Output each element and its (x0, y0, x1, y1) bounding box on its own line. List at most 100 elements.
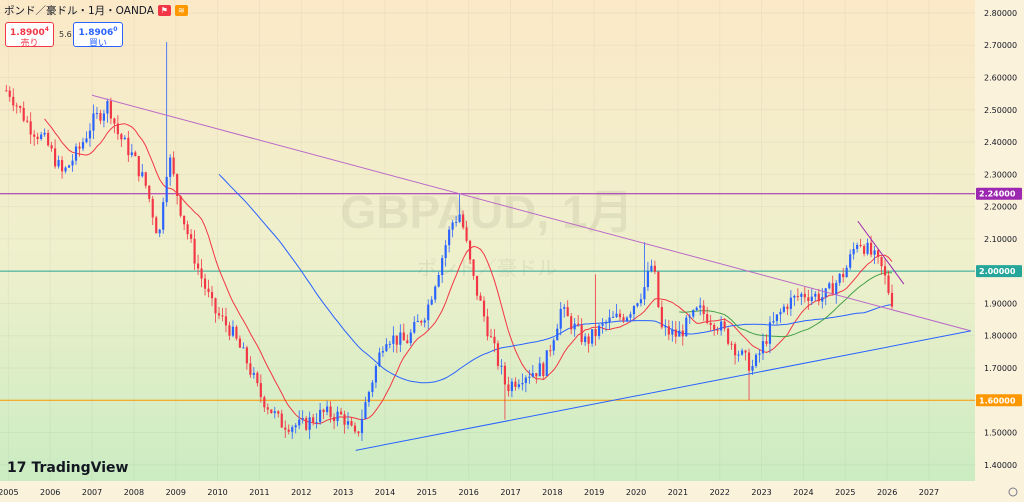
candle-body (26, 120, 29, 122)
candle-body (134, 152, 137, 157)
candle-body (346, 421, 350, 425)
data-feed-icon[interactable]: ≋ (174, 5, 188, 16)
candle-body (385, 344, 388, 352)
candle-body (176, 174, 179, 196)
time-tick-label: 2025 (835, 488, 855, 497)
price-tick-label: 2.80000 (984, 9, 1017, 18)
candle-body (817, 293, 820, 302)
candle-body (549, 350, 552, 352)
time-tick-label: 2018 (542, 488, 562, 497)
candle-body (793, 295, 796, 298)
candle-body (47, 132, 50, 146)
candle-body (531, 373, 534, 377)
candle-body (109, 101, 112, 119)
candle-body (482, 300, 486, 317)
chart-settings-icon[interactable] (1008, 487, 1018, 497)
candle-body (615, 313, 618, 317)
candle-body (186, 224, 189, 235)
candle-body (528, 376, 531, 378)
candle-body (123, 137, 126, 140)
price-tick-label: 2.70000 (984, 41, 1017, 50)
time-tick-label: 2009 (166, 488, 186, 497)
candle-body (127, 137, 130, 156)
candle-body (329, 406, 332, 418)
candle-body (217, 313, 221, 316)
candle-body (420, 320, 423, 323)
time-tick-label: 2024 (793, 488, 813, 497)
candle-body (730, 343, 733, 345)
candle-body (734, 344, 737, 356)
candle-body (291, 427, 294, 432)
candle-body (775, 314, 779, 322)
candle-body (430, 299, 433, 305)
candle-body (207, 288, 210, 293)
candle-body (622, 317, 625, 321)
level-label-background (976, 265, 1022, 278)
candle-body (563, 307, 566, 309)
candle-body (720, 321, 723, 331)
candle-body (99, 113, 102, 121)
candle-body (8, 90, 11, 97)
candle-body (650, 265, 653, 272)
candle-body (786, 306, 789, 309)
sell-button[interactable]: 1.89004 売り (5, 22, 54, 49)
candle-body (538, 363, 541, 377)
tradingview-logo: 17 TradingView (7, 460, 128, 476)
candle-body (866, 242, 869, 254)
candle-body (190, 234, 193, 239)
candle-body (54, 148, 57, 167)
candle-body (472, 259, 475, 276)
buy-button[interactable]: 1.89060 買い (73, 22, 123, 49)
price-tick-label: 2.30000 (984, 170, 1017, 179)
candle-body (796, 295, 799, 297)
candle-body (517, 384, 520, 387)
candle-body (277, 411, 280, 414)
candle-body (880, 256, 883, 267)
candle-body (625, 317, 629, 321)
candle-body (196, 263, 200, 269)
candle-body (577, 323, 580, 325)
candle-body (838, 273, 841, 283)
candle-body (545, 350, 548, 377)
moving-average-long (218, 173, 893, 384)
time-tick-label: 2014 (375, 488, 395, 497)
candle-body (214, 298, 217, 314)
candle-body (455, 221, 458, 223)
candle-body (19, 106, 22, 108)
level-price-label: 2.00000 (979, 267, 1016, 276)
candle-body (580, 324, 583, 343)
candle-body (444, 245, 447, 259)
candle-body (224, 316, 228, 326)
candle-body (863, 246, 866, 254)
candle-body (608, 317, 611, 323)
candle-body (489, 336, 493, 338)
level-price-label: 2.24000 (979, 190, 1016, 199)
trendline-lower (355, 330, 971, 451)
candle-body (245, 347, 248, 364)
candle-body (671, 329, 674, 335)
candle-body (67, 165, 71, 168)
candle-body (692, 310, 695, 317)
candle-body (298, 419, 301, 426)
candle-body (685, 317, 688, 337)
candle-body (887, 275, 890, 293)
trendline-upper (91, 94, 971, 332)
candle-body (814, 293, 817, 297)
candle-body (287, 429, 290, 432)
candle-body (772, 321, 775, 323)
candle-body (598, 325, 601, 337)
candle-body (95, 113, 99, 115)
time-tick-label: 2010 (207, 488, 227, 497)
level-label-background (976, 394, 1022, 407)
candle-body (371, 382, 374, 393)
flag-icon[interactable]: ⚑ (157, 5, 171, 16)
candle-body (587, 336, 590, 344)
candle-body (102, 113, 105, 121)
candle-body (141, 172, 144, 177)
candle-body (754, 354, 758, 367)
candle-body (702, 305, 705, 315)
candle-body (709, 322, 712, 325)
candle-body (458, 214, 461, 222)
candle-body (273, 411, 276, 414)
